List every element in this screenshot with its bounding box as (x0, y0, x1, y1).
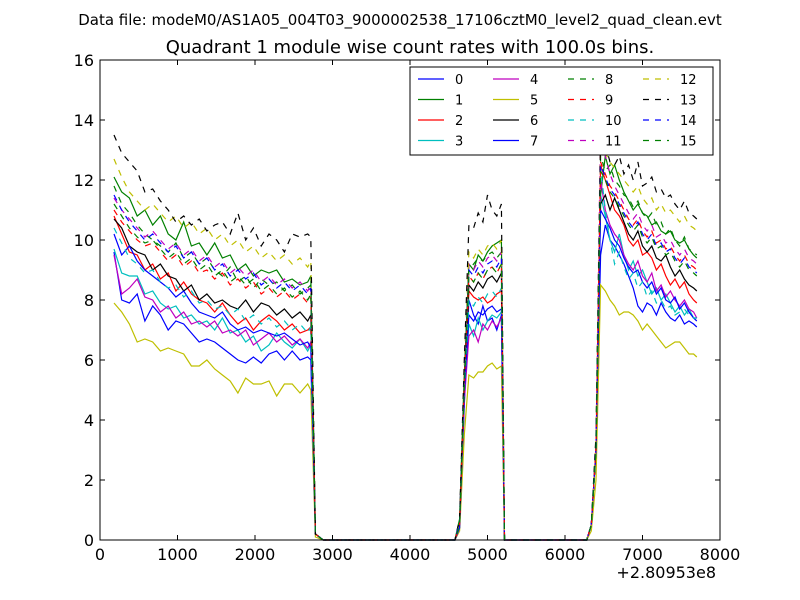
plot-frame (99, 59, 721, 541)
legend-box (409, 66, 714, 156)
legend-label-12: 12 (680, 73, 697, 88)
suptitle: Data file: modeM0/AS1A05_004T03_90000025… (78, 11, 722, 30)
y-tick-label-16: 16 (74, 51, 94, 70)
legend-label-4: 4 (530, 73, 538, 88)
x-tick-label-7000: 7000 (622, 545, 663, 564)
x-tick-label-8000: 8000 (700, 545, 741, 564)
y-tick-label-10: 10 (74, 231, 94, 250)
y-tick-label-8: 8 (84, 291, 94, 310)
y-tick-label-0: 0 (84, 531, 94, 550)
legend-label-15: 15 (680, 135, 697, 150)
legend-label-13: 13 (680, 94, 697, 109)
x-tick-label-4000: 4000 (390, 545, 431, 564)
y-tick-label-6: 6 (84, 351, 94, 370)
y-tick-label-4: 4 (84, 411, 94, 430)
legend-label-3: 3 (455, 135, 463, 150)
chart-title: Quadrant 1 module wise count rates with … (166, 37, 655, 58)
legend-label-8: 8 (605, 73, 613, 88)
x-tick-label-0: 0 (95, 545, 105, 564)
x-tick-label-2000: 2000 (235, 545, 276, 564)
legend-label-9: 9 (605, 94, 613, 109)
legend-label-14: 14 (680, 114, 697, 129)
y-tick-label-2: 2 (84, 471, 94, 490)
legend-label-2: 2 (455, 114, 463, 129)
x-tick-label-5000: 5000 (467, 545, 508, 564)
legend-label-7: 7 (530, 135, 538, 150)
legend-label-11: 11 (605, 135, 622, 150)
y-tick-label-14: 14 (74, 111, 94, 130)
legend-label-6: 6 (530, 114, 538, 129)
series-layer (113, 119, 698, 541)
x-tick-label-6000: 6000 (545, 545, 586, 564)
x-tick-label-1000: 1000 (157, 545, 198, 564)
x-tick-label-3000: 3000 (312, 545, 353, 564)
y-tick-label-12: 12 (74, 171, 94, 190)
series-line-15 (113, 170, 698, 541)
legend-label-5: 5 (530, 94, 538, 109)
x-offset-label: +2.80953e8 (616, 563, 716, 582)
legend-label-1: 1 (455, 94, 463, 109)
ticks-layer: 0 1000 2000 3000 4000 5000 6000 7000 80000246810… (74, 51, 741, 564)
legend-label-0: 0 (455, 73, 463, 88)
legend-label-10: 10 (605, 114, 622, 129)
